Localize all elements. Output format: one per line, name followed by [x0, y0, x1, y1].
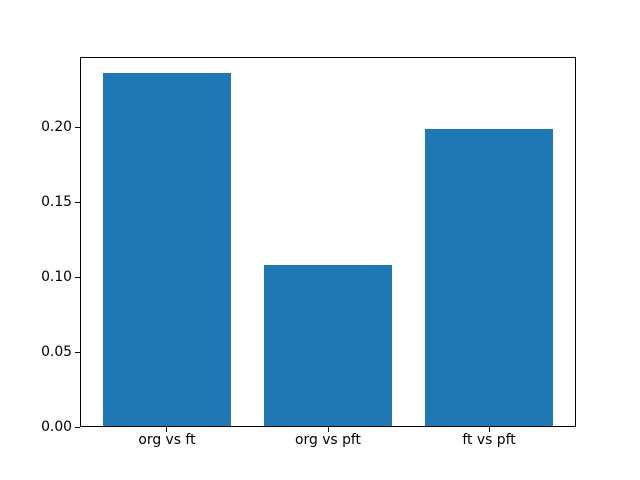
- bar-org-vs-ft: [102, 73, 232, 427]
- y-tick-mark: [75, 351, 80, 353]
- y-tick-label: 0.15: [41, 194, 72, 211]
- x-tick-label: org vs pft: [295, 432, 361, 448]
- x-tick-mark: [327, 427, 329, 432]
- y-tick-label: 0.00: [41, 419, 72, 435]
- y-tick-mark: [75, 201, 80, 203]
- y-tick-mark: [75, 276, 80, 278]
- bar-org-vs-pft: [263, 265, 393, 427]
- x-tick-label: org vs ft: [138, 432, 196, 448]
- y-tick-label: 0.10: [41, 269, 72, 286]
- y-tick-mark: [75, 126, 80, 128]
- x-tick-label: ft vs pft: [462, 432, 516, 448]
- bar-ft-vs-pft: [424, 128, 554, 427]
- x-tick-mark: [166, 427, 168, 432]
- y-tick-label: 0.05: [41, 344, 72, 361]
- y-tick-label: 0.20: [41, 119, 72, 136]
- y-tick-mark: [75, 426, 80, 428]
- x-tick-mark: [488, 427, 490, 432]
